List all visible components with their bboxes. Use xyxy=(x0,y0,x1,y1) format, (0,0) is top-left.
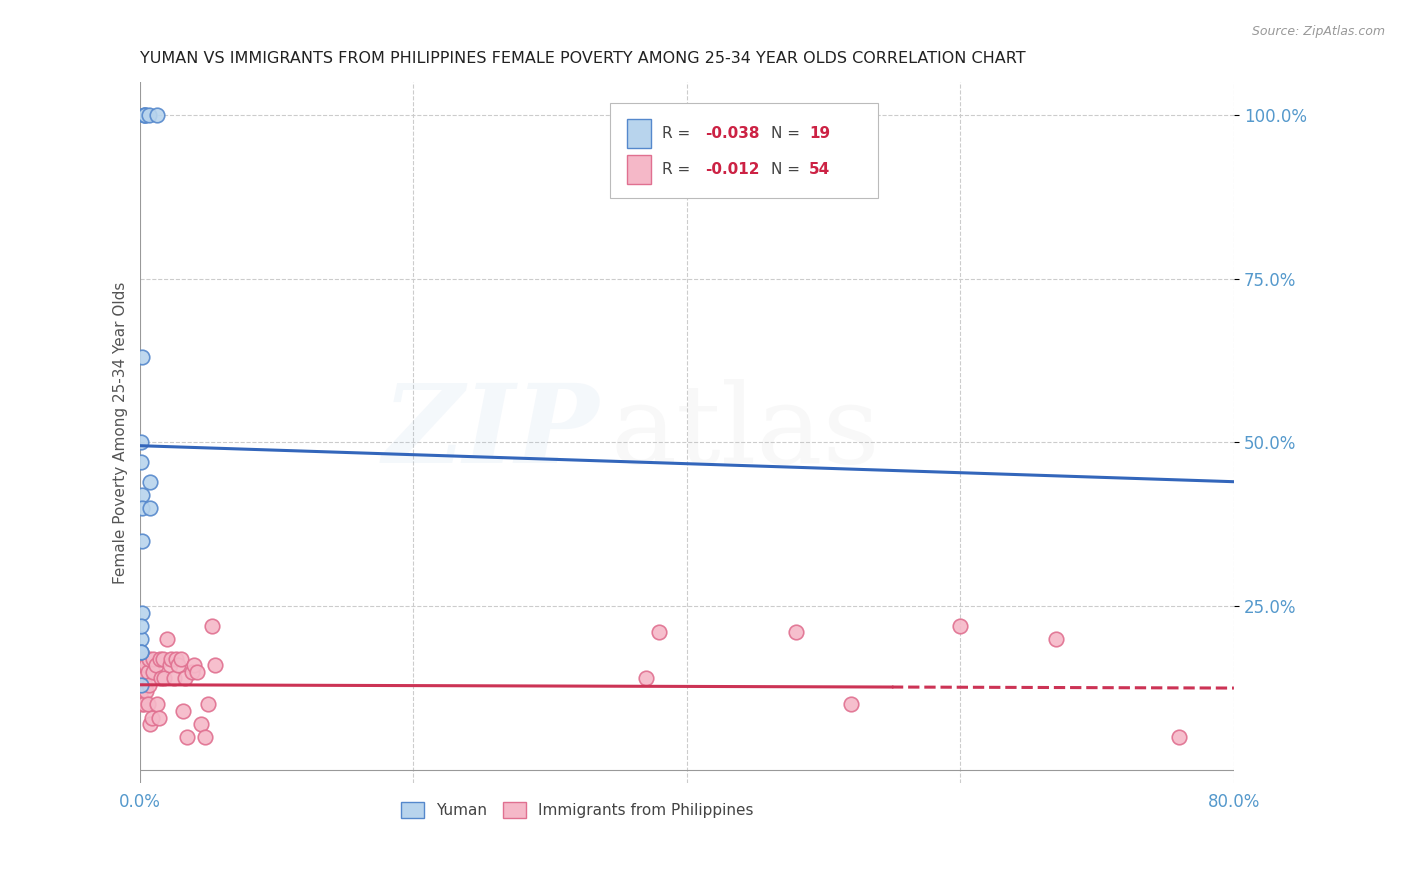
Point xyxy=(139,500,162,515)
Point xyxy=(129,678,152,692)
Point xyxy=(131,351,153,365)
Point xyxy=(132,671,155,685)
Legend: Yuman, Immigrants from Philippines: Yuman, Immigrants from Philippines xyxy=(395,797,759,824)
FancyBboxPatch shape xyxy=(610,103,879,198)
Point xyxy=(134,678,156,692)
Point xyxy=(139,475,162,489)
Bar xyxy=(627,155,651,185)
Point xyxy=(129,645,152,659)
Point xyxy=(135,684,157,698)
Point xyxy=(176,730,198,744)
Point xyxy=(160,651,183,665)
Y-axis label: Female Poverty Among 25-34 Year Olds: Female Poverty Among 25-34 Year Olds xyxy=(114,281,128,583)
Point xyxy=(152,651,174,665)
Point xyxy=(131,533,153,548)
Point xyxy=(186,665,208,679)
Text: ZIP: ZIP xyxy=(382,379,599,486)
Point xyxy=(129,455,152,469)
Point xyxy=(132,658,155,673)
Point xyxy=(136,665,159,679)
Point xyxy=(142,665,165,679)
Point xyxy=(135,658,157,673)
Point xyxy=(204,658,226,673)
Point xyxy=(129,690,152,705)
Text: -0.012: -0.012 xyxy=(706,162,759,178)
Text: 19: 19 xyxy=(810,126,831,141)
Point xyxy=(166,651,188,665)
Text: N =: N = xyxy=(770,162,804,178)
Point xyxy=(146,108,169,122)
Point xyxy=(839,698,862,712)
Point xyxy=(634,671,657,685)
Point xyxy=(159,658,181,673)
Point xyxy=(134,108,156,122)
Point xyxy=(131,651,153,665)
Text: R =: R = xyxy=(662,162,695,178)
Point xyxy=(131,678,153,692)
Point xyxy=(150,671,173,685)
Point xyxy=(166,658,188,673)
Bar xyxy=(627,119,651,148)
Point xyxy=(129,671,152,685)
Point xyxy=(156,632,179,646)
Point xyxy=(142,651,165,665)
Point xyxy=(173,671,195,685)
Point xyxy=(145,658,167,673)
Point xyxy=(1168,730,1191,744)
Point xyxy=(131,698,153,712)
Point xyxy=(163,671,186,685)
Point xyxy=(129,619,152,633)
Point xyxy=(648,625,671,640)
Text: YUMAN VS IMMIGRANTS FROM PHILIPPINES FEMALE POVERTY AMONG 25-34 YEAR OLDS CORREL: YUMAN VS IMMIGRANTS FROM PHILIPPINES FEM… xyxy=(139,51,1025,66)
Text: atlas: atlas xyxy=(610,379,880,486)
Point xyxy=(146,698,169,712)
Point xyxy=(172,704,194,718)
Point xyxy=(138,651,160,665)
Point xyxy=(201,619,224,633)
Point xyxy=(138,678,160,692)
Point xyxy=(149,651,172,665)
Point xyxy=(153,671,176,685)
Point xyxy=(131,665,153,679)
Point xyxy=(183,658,205,673)
Point xyxy=(134,108,156,122)
Point xyxy=(197,698,219,712)
Point xyxy=(139,717,162,731)
Point xyxy=(785,625,807,640)
Point xyxy=(190,717,212,731)
Text: 54: 54 xyxy=(810,162,831,178)
Point xyxy=(169,651,191,665)
Point xyxy=(949,619,972,633)
Point xyxy=(134,651,156,665)
Point xyxy=(148,710,170,724)
Point xyxy=(129,435,152,450)
Text: -0.038: -0.038 xyxy=(706,126,759,141)
Point xyxy=(129,651,152,665)
Point xyxy=(141,710,163,724)
Point xyxy=(129,645,152,659)
Point xyxy=(131,606,153,620)
Point xyxy=(194,730,217,744)
Point xyxy=(180,665,202,679)
Point xyxy=(132,108,155,122)
Point xyxy=(131,500,153,515)
Point xyxy=(131,488,153,502)
Point xyxy=(132,698,155,712)
Point xyxy=(138,108,160,122)
Text: N =: N = xyxy=(770,126,804,141)
Text: R =: R = xyxy=(662,126,695,141)
Point xyxy=(136,698,159,712)
Point xyxy=(129,632,152,646)
Text: Source: ZipAtlas.com: Source: ZipAtlas.com xyxy=(1251,25,1385,38)
Point xyxy=(1045,632,1067,646)
